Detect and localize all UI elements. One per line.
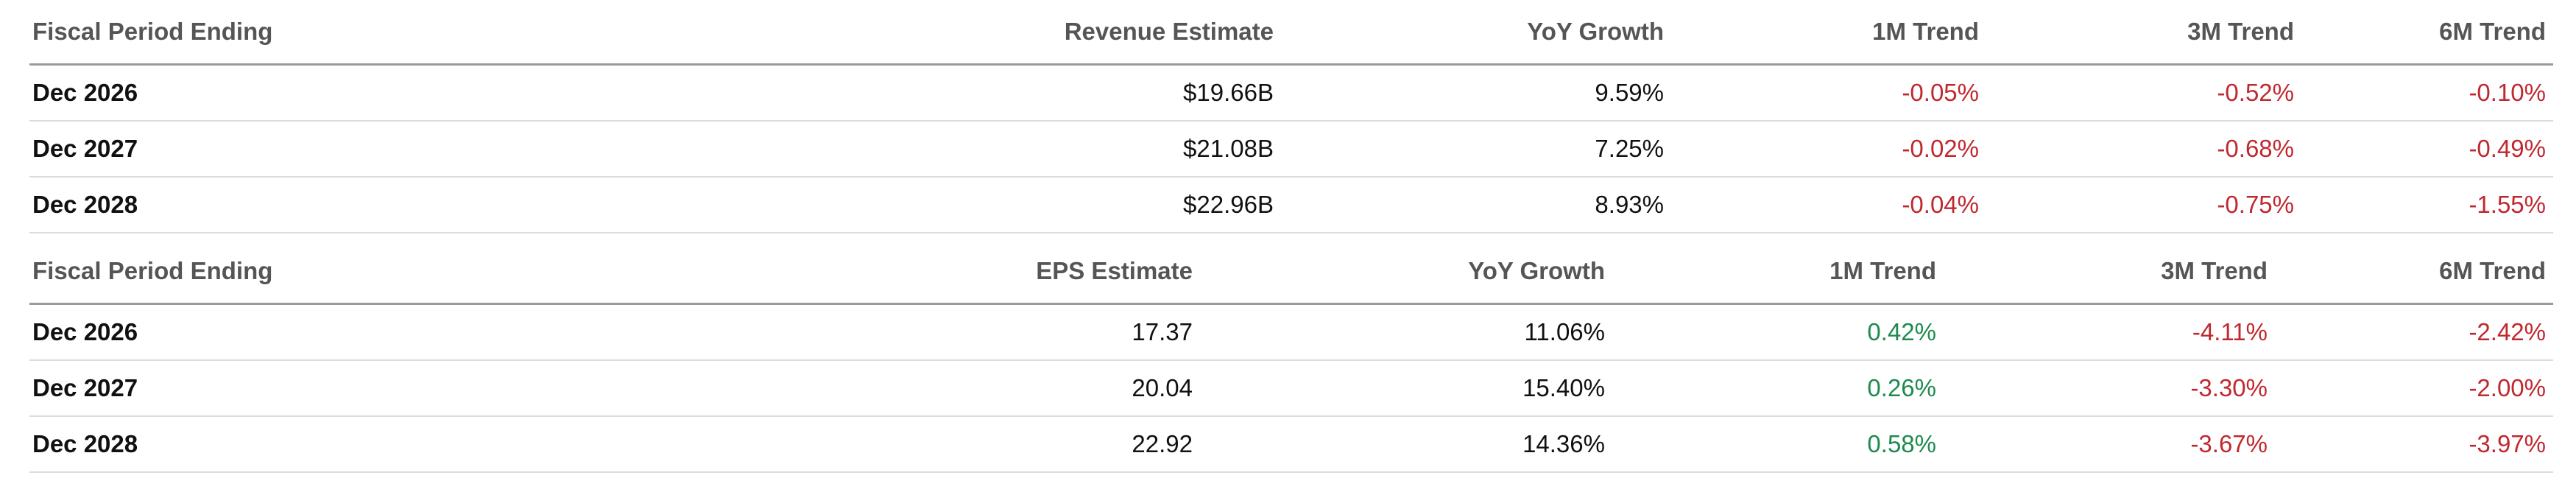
trend-3m-cell: -3.30% [1944,360,2275,417]
fiscal-period-cell: Dec 2026 [29,303,663,361]
table-row: Dec 2026 $19.66B 9.59% -0.05% -0.52% -0.… [29,64,2553,122]
trend-1m-cell: -0.02% [1671,121,1986,178]
column-header-1m-trend[interactable]: 1M Trend [1671,0,1986,66]
trend-1m-cell: 0.26% [1612,360,1944,417]
eps-estimates-table: Fiscal Period Ending EPS Estimate YoY Gr… [29,239,2553,473]
column-header-6m-trend[interactable]: 6M Trend [2301,0,2553,66]
column-header-1m-trend[interactable]: 1M Trend [1612,239,1944,305]
yoy-growth-cell: 9.59% [1281,64,1671,122]
column-header-eps-estimate[interactable]: EPS Estimate [663,239,1200,305]
yoy-growth-cell: 14.36% [1200,416,1612,473]
column-header-revenue-estimate[interactable]: Revenue Estimate [663,0,1281,66]
trend-6m-cell: -0.10% [2301,64,2553,122]
table-row: Dec 2027 20.04 15.40% 0.26% -3.30% -2.00… [29,360,2553,417]
table-row: Dec 2027 $21.08B 7.25% -0.02% -0.68% -0.… [29,121,2553,178]
table-row: Dec 2028 $22.96B 8.93% -0.04% -0.75% -1.… [29,177,2553,233]
fiscal-period-cell: Dec 2027 [29,121,663,178]
table-row: Dec 2028 22.92 14.36% 0.58% -3.67% -3.97… [29,416,2553,473]
eps-estimate-cell: 20.04 [663,360,1200,417]
fiscal-period-cell: Dec 2028 [29,416,663,473]
trend-1m-cell: 0.42% [1612,303,1944,361]
trend-3m-cell: -4.11% [1944,303,2275,361]
column-header-3m-trend[interactable]: 3M Trend [1986,0,2301,66]
trend-6m-cell: -2.42% [2275,303,2553,361]
trend-1m-cell: -0.05% [1671,64,1986,122]
column-header-6m-trend[interactable]: 6M Trend [2275,239,2553,305]
revenue-estimate-cell: $19.66B [663,64,1281,122]
trend-3m-cell: -0.75% [1986,177,2301,233]
trend-1m-cell: -0.04% [1671,177,1986,233]
column-header-fiscal-period[interactable]: Fiscal Period Ending [29,239,663,305]
trend-3m-cell: -3.67% [1944,416,2275,473]
column-header-3m-trend[interactable]: 3M Trend [1944,239,2275,305]
estimates-container: Fiscal Period Ending Revenue Estimate Yo… [29,0,2553,473]
yoy-growth-cell: 15.40% [1200,360,1612,417]
trend-6m-cell: -2.00% [2275,360,2553,417]
column-header-yoy-growth[interactable]: YoY Growth [1281,0,1671,66]
table-row: Dec 2026 17.37 11.06% 0.42% -4.11% -2.42… [29,303,2553,361]
revenue-estimate-cell: $21.08B [663,121,1281,178]
table-header-row: Fiscal Period Ending EPS Estimate YoY Gr… [29,239,2553,305]
table-header-row: Fiscal Period Ending Revenue Estimate Yo… [29,0,2553,66]
yoy-growth-cell: 8.93% [1281,177,1671,233]
trend-6m-cell: -1.55% [2301,177,2553,233]
fiscal-period-cell: Dec 2027 [29,360,663,417]
eps-estimate-cell: 22.92 [663,416,1200,473]
fiscal-period-cell: Dec 2026 [29,64,663,122]
fiscal-period-cell: Dec 2028 [29,177,663,233]
trend-3m-cell: -0.68% [1986,121,2301,178]
trend-6m-cell: -0.49% [2301,121,2553,178]
revenue-estimates-table: Fiscal Period Ending Revenue Estimate Yo… [29,0,2553,233]
yoy-growth-cell: 11.06% [1200,303,1612,361]
column-header-fiscal-period[interactable]: Fiscal Period Ending [29,0,663,66]
trend-1m-cell: 0.58% [1612,416,1944,473]
trend-3m-cell: -0.52% [1986,64,2301,122]
yoy-growth-cell: 7.25% [1281,121,1671,178]
column-header-yoy-growth[interactable]: YoY Growth [1200,239,1612,305]
revenue-estimate-cell: $22.96B [663,177,1281,233]
trend-6m-cell: -3.97% [2275,416,2553,473]
eps-estimate-cell: 17.37 [663,303,1200,361]
